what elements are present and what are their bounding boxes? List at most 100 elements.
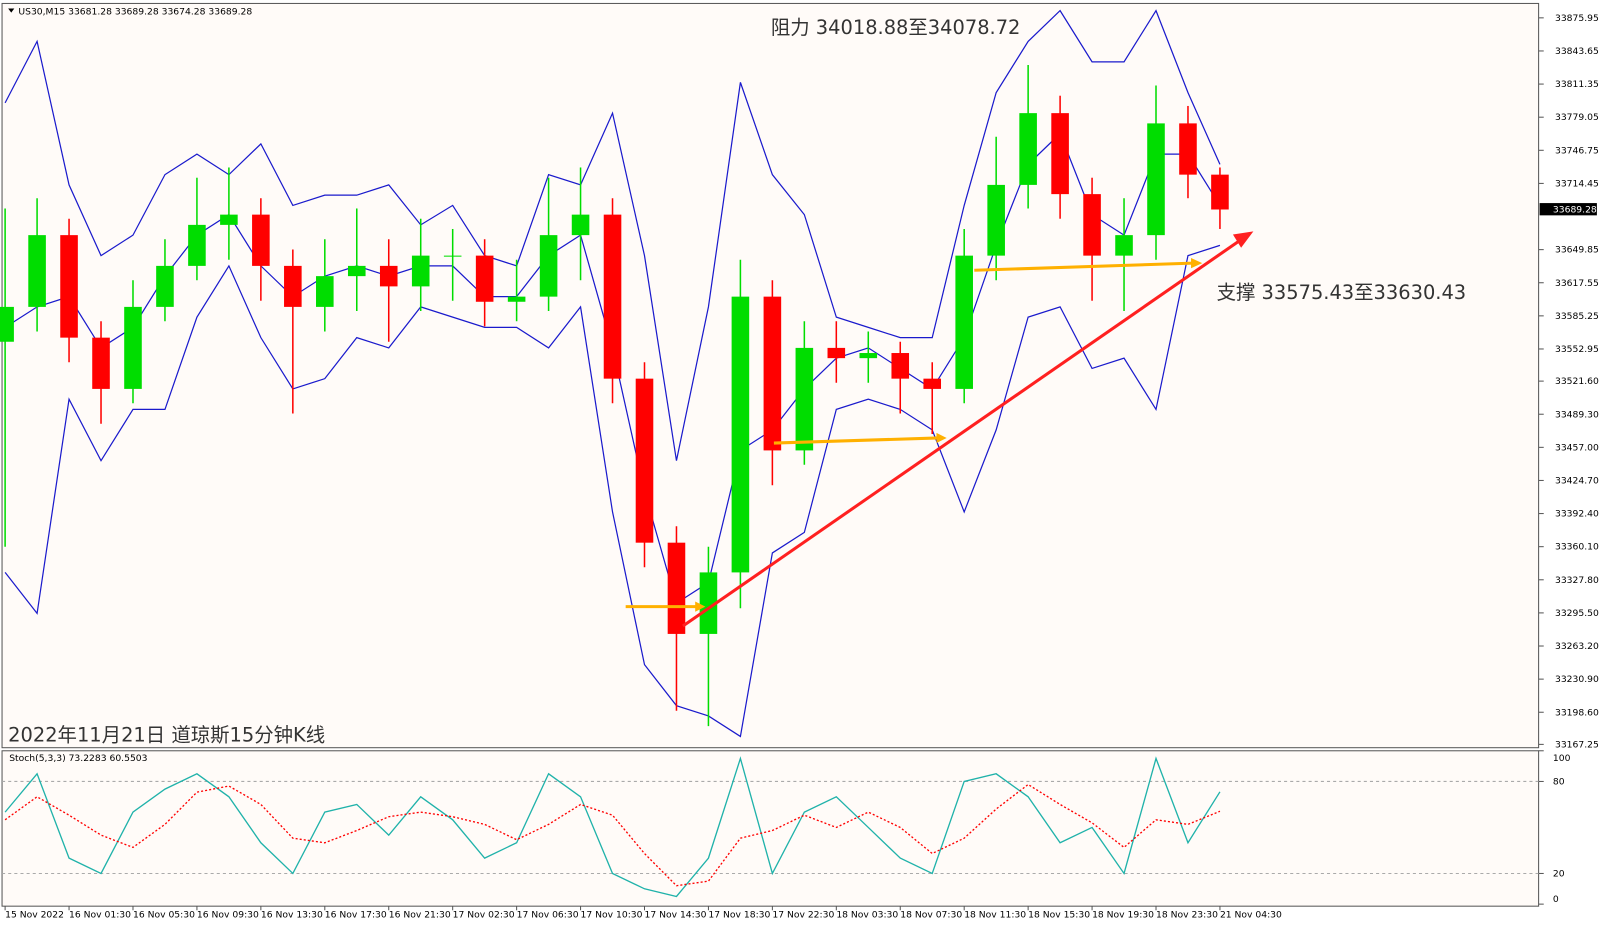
y-tick-label: 33779.05 [1555, 112, 1599, 123]
y-tick-label: 33843.65 [1555, 46, 1599, 57]
arrow-head [1232, 231, 1254, 248]
y-tick-label: 33295.50 [1555, 608, 1599, 619]
annotation: 支撑 33575.43至33630.43 [1217, 281, 1467, 304]
candle-body [1115, 235, 1133, 256]
candle-body [827, 347, 846, 359]
support-line [773, 436, 939, 445]
x-tick-label: 17 Nov 18:30 [708, 909, 770, 920]
candle-body [284, 265, 302, 307]
x-tick-label: 15 Nov 2022 [5, 909, 64, 920]
x-tick-label: 17 Nov 02:30 [453, 909, 515, 920]
x-tick-label: 16 Nov 21:30 [389, 909, 451, 920]
y-tick-label: 33521.60 [1555, 376, 1599, 387]
candle-body [763, 296, 782, 451]
y-tick-label: 33617.55 [1555, 278, 1599, 289]
arrow-head [1191, 258, 1203, 269]
candle-body [316, 276, 334, 307]
x-tick-label: 17 Nov 22:30 [772, 909, 834, 920]
support-line [974, 261, 1194, 272]
candle-body [92, 337, 110, 389]
arrow-head [695, 601, 706, 612]
candle-body [795, 347, 814, 451]
y-tick-label: 33746.75 [1555, 145, 1599, 156]
candle-body [156, 265, 174, 307]
symbol-header: US30,M15 33681.28 33689.28 33674.28 3368… [18, 7, 252, 18]
candle-body [188, 224, 206, 266]
x-tick-label: 16 Nov 09:30 [197, 909, 259, 920]
stoch-title: Stoch(5,3,3) 73.2283 60.5503 [9, 753, 147, 764]
candle-body [28, 235, 46, 307]
y-tick-label: 33263.20 [1555, 641, 1599, 652]
candle-body [0, 306, 14, 342]
stoch-panel [1, 750, 1540, 907]
y-tick-label: 33360.10 [1555, 542, 1599, 553]
collapse-icon [8, 8, 15, 13]
x-tick-label: 16 Nov 05:30 [133, 909, 195, 920]
y-tick-label: 33649.85 [1555, 245, 1599, 256]
x-tick-label: 18 Nov 11:30 [964, 909, 1026, 920]
candle-body [507, 296, 526, 302]
candle-body [1147, 123, 1165, 236]
x-tick-label: 18 Nov 03:30 [836, 909, 898, 920]
y-tick-label: 80 [1553, 777, 1565, 788]
y-tick-label: 33327.80 [1555, 575, 1599, 586]
candle-body [955, 255, 973, 389]
y-tick-label: 0 [1553, 894, 1559, 905]
candle-body [411, 255, 430, 287]
price-label: 33689.28 [1553, 204, 1597, 215]
plot-layer: 33875.95 33843.65 33811.35 33779.05 33746.75… [0, 9, 1599, 920]
annotation: 2022年11月21日 道琼斯15分钟K线 [8, 724, 325, 747]
price-label-box [1539, 203, 1597, 216]
y-tick-label: 33230.90 [1555, 674, 1599, 685]
y-tick-label: 33811.35 [1555, 79, 1599, 90]
x-tick-label: 18 Nov 15:30 [1028, 909, 1090, 920]
trend-annotations [625, 231, 1254, 628]
candle-body [124, 306, 142, 389]
x-tick-label: 18 Nov 07:30 [900, 909, 962, 920]
candle-body [571, 214, 590, 236]
y-tick-label: 33167.25 [1555, 739, 1599, 750]
candle-body [1083, 194, 1101, 256]
y-tick-label: 100 [1553, 753, 1571, 764]
candle-body [539, 235, 558, 297]
y-tick-label: 33585.25 [1555, 311, 1599, 322]
candle-body [379, 265, 398, 287]
x-tick-label: 16 Nov 01:30 [69, 909, 131, 920]
candle-body [859, 353, 878, 359]
y-tick-label: 33489.30 [1555, 409, 1599, 420]
arrow-head [936, 432, 947, 444]
y-tick-label: 33875.95 [1555, 13, 1599, 24]
stoch-line [4, 756, 1221, 898]
y-tick-label: 33424.70 [1555, 476, 1599, 487]
candle-body [347, 265, 366, 277]
candle-body [1051, 113, 1069, 195]
y-tick-label: 33552.95 [1555, 344, 1599, 355]
y-tick-label: 33714.45 [1555, 178, 1599, 189]
x-tick-label: 17 Nov 14:30 [644, 909, 706, 920]
x-tick-label: 18 Nov 23:30 [1156, 909, 1218, 920]
trend-line [682, 238, 1242, 628]
bollinger-upper [4, 9, 1221, 461]
x-tick-label: 17 Nov 06:30 [517, 909, 579, 920]
candle-body [667, 542, 686, 634]
y-tick-label: 20 [1553, 869, 1565, 880]
candle-body [699, 572, 718, 634]
y-tick-label: 33198.60 [1555, 707, 1599, 718]
candle-body [987, 184, 1005, 256]
candle-body [60, 235, 78, 338]
candle-body [443, 255, 462, 257]
stoch-line [4, 783, 1221, 887]
candle-body [1179, 123, 1197, 175]
candle-body [1019, 113, 1037, 185]
candle-body [891, 353, 910, 379]
candle-body [635, 378, 654, 543]
x-tick-label: 16 Nov 17:30 [325, 909, 387, 920]
x-tick-label: 21 Nov 04:30 [1220, 909, 1282, 920]
candle-body [475, 255, 494, 302]
bollinger-lower [4, 244, 1221, 738]
y-tick-label: 33392.40 [1555, 509, 1599, 520]
x-tick-label: 18 Nov 19:30 [1092, 909, 1154, 920]
candle-body [731, 296, 750, 573]
candle-body [603, 214, 622, 379]
